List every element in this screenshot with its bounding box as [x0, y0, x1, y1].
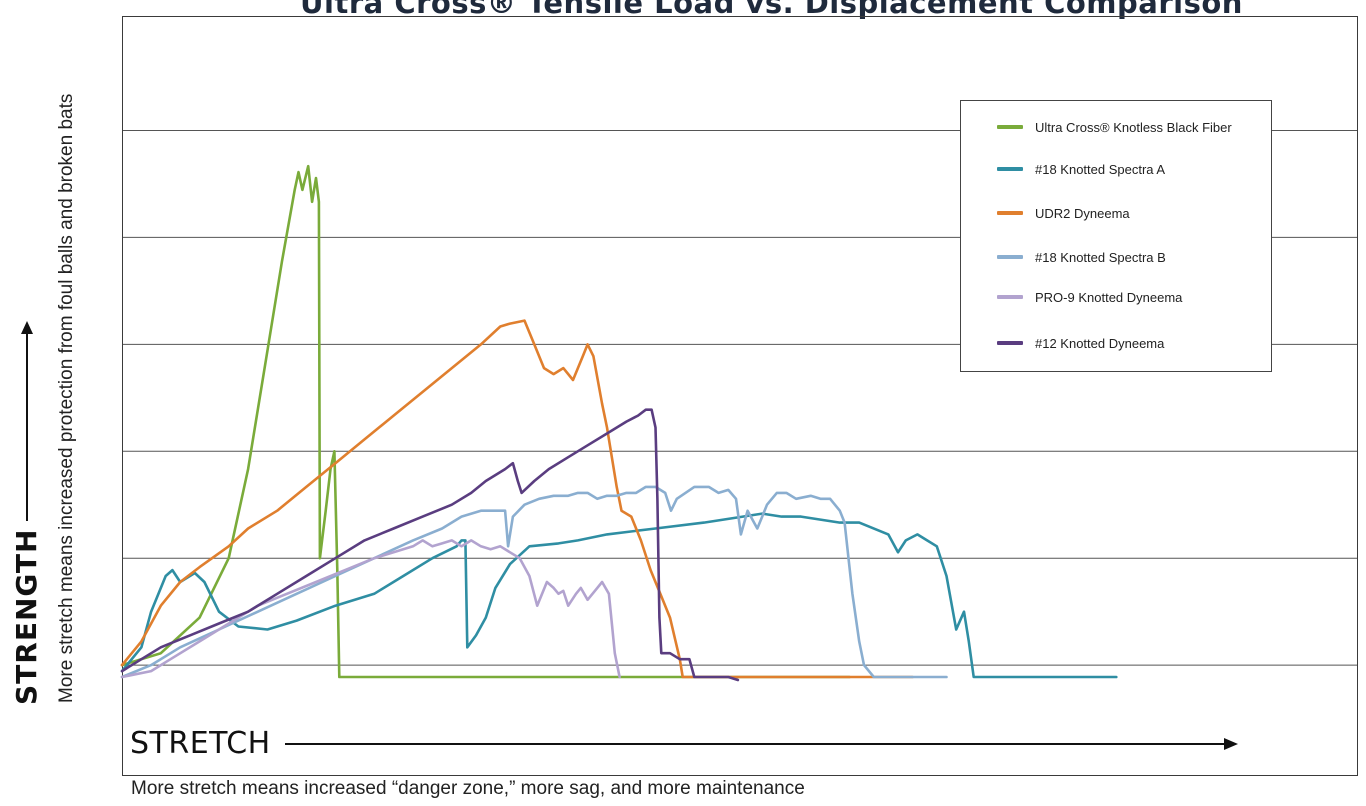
legend-label: #18 Knotted Spectra B — [1035, 249, 1166, 265]
y-axis-title: STRENGTH — [10, 332, 43, 705]
legend-swatch — [997, 211, 1023, 215]
chart-title: Ultra Cross® Tensile Load vs. Displaceme… — [300, 0, 1243, 20]
series-lines — [120, 164, 1118, 682]
y-axis-arrow — [25, 332, 28, 521]
legend: Ultra Cross® Knotless Black Fiber #18 Kno… — [960, 100, 1272, 372]
legend-swatch — [997, 295, 1023, 299]
legend-label: Ultra Cross® Knotless Black Fiber — [1035, 119, 1232, 135]
y-axis-subtitle: More stretch means increased protection … — [56, 93, 77, 703]
plot-frame — [122, 16, 1358, 776]
legend-item: #18 Knotted Spectra B — [997, 247, 1166, 267]
legend-swatch — [997, 341, 1023, 345]
series-line-4 — [120, 485, 948, 679]
legend-swatch — [997, 255, 1023, 259]
series-line-5 — [120, 539, 621, 679]
y-axis-label: STRENGTH — [10, 528, 43, 705]
legend-item: UDR2 Dyneema — [997, 203, 1130, 223]
series-line-1 — [120, 164, 851, 679]
x-axis-subtitle: More stretch means increased “danger zon… — [131, 778, 805, 799]
series-line-6 — [120, 408, 740, 682]
series-line-2 — [120, 512, 1118, 679]
legend-item: #18 Knotted Spectra A — [997, 159, 1165, 179]
legend-swatch — [997, 125, 1023, 129]
legend-item: #12 Knotted Dyneema — [997, 333, 1164, 353]
x-axis-arrow — [284, 737, 1238, 750]
legend-item: PRO-9 Knotted Dyneema — [997, 287, 1182, 307]
legend-swatch — [997, 167, 1023, 171]
legend-label: UDR2 Dyneema — [1035, 205, 1130, 221]
x-axis-title: STRETCH — [130, 726, 1238, 761]
legend-label: PRO-9 Knotted Dyneema — [1035, 289, 1183, 305]
legend-label: #12 Knotted Dyneema — [1035, 335, 1165, 351]
legend-label: #18 Knotted Spectra A — [1035, 161, 1166, 177]
legend-item: Ultra Cross® Knotless Black Fiber — [997, 117, 1232, 137]
x-axis-label: STRETCH — [130, 726, 271, 761]
series-line-3 — [120, 319, 914, 679]
